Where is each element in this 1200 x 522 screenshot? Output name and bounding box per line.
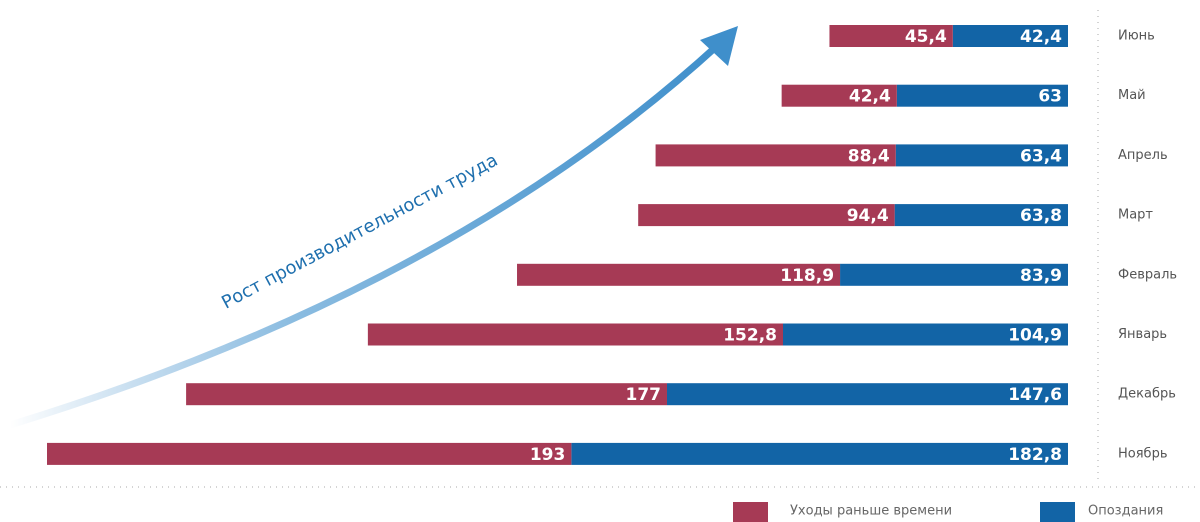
value-label: 45,4 [905, 27, 947, 47]
bar-segment [367, 323, 784, 346]
value-label: 147,6 [1008, 385, 1062, 405]
bar-segment [895, 144, 1068, 167]
growth-arrow [8, 42, 721, 429]
legend-label: Опоздания [1088, 504, 1163, 519]
bar-segment [47, 442, 572, 465]
legend-label: Уходы раньше времени [790, 504, 952, 519]
value-label: 63 [1038, 87, 1062, 107]
value-label: 42,4 [849, 87, 891, 107]
category-label: Февраль [1118, 267, 1177, 282]
value-label: 94,4 [847, 206, 889, 226]
bar-segment [517, 263, 841, 286]
bar-segment [952, 25, 1068, 47]
value-label: 63,4 [1020, 146, 1062, 166]
bar-segment [894, 204, 1068, 227]
value-label: 42,4 [1020, 27, 1062, 47]
bar-segment [638, 204, 895, 227]
category-label: Январь [1118, 327, 1167, 342]
value-label: 88,4 [848, 146, 890, 166]
bar-segment [840, 263, 1068, 286]
category-label: Март [1118, 208, 1153, 223]
bar-segment [571, 442, 1068, 465]
bar-segment [655, 144, 896, 167]
category-label: Декабрь [1118, 387, 1176, 402]
category-label: Май [1118, 88, 1146, 103]
value-label: 193 [530, 445, 566, 465]
value-label: 118,9 [780, 266, 834, 286]
value-label: 177 [625, 385, 661, 405]
bar-segment [829, 25, 953, 47]
value-label: 63,8 [1020, 206, 1062, 226]
value-label: 104,9 [1008, 326, 1062, 346]
bar-segment [666, 383, 1068, 406]
category-label: Апрель [1118, 148, 1168, 163]
value-label: 182,8 [1008, 445, 1062, 465]
bar-segment [896, 84, 1068, 107]
legend-swatch [733, 502, 768, 522]
legend-swatch [1040, 502, 1075, 522]
category-label: Ноябрь [1118, 446, 1167, 461]
value-label: 152,8 [723, 326, 777, 346]
bar-segment [783, 323, 1068, 346]
bar-segment [781, 84, 897, 107]
category-label: Июнь [1118, 29, 1155, 44]
value-label: 83,9 [1020, 266, 1062, 286]
arrow-head [700, 26, 738, 66]
bar-segment [186, 383, 667, 406]
